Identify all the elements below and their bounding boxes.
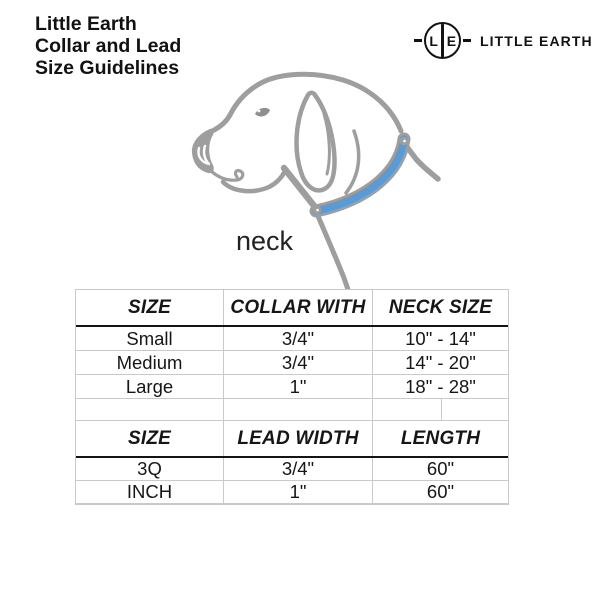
page-title-line-2: Collar and Lead [35, 35, 182, 57]
column-header-size: SIZE [76, 290, 224, 325]
dog-nostril [197, 144, 211, 166]
dog-head-illustration [191, 71, 441, 295]
dog-mouth-line [209, 168, 245, 182]
table-cell: 3/4" [224, 327, 373, 350]
neck-caption: neck [236, 226, 294, 256]
column-header-length: LENGTH [400, 428, 481, 449]
grid-line [372, 399, 373, 420]
table-cell: 60" [426, 481, 455, 502]
table-cell: Large [76, 375, 224, 398]
table-cell: 1" [224, 481, 373, 503]
column-header-lead-width: LEAD WIDTH [224, 421, 373, 456]
dog-cheek-line [344, 129, 361, 195]
column-header-collar-width: COLLAR WITH [224, 290, 373, 325]
lead-table-header-row: SIZE LEAD WIDTH LENGTH [76, 421, 508, 458]
table-cell: 18" - 28" [405, 376, 476, 397]
leash-line [401, 140, 441, 182]
table-spacer-row [76, 399, 508, 421]
grid-line [441, 399, 442, 420]
table-cell: 60" [426, 458, 455, 479]
table-row-large: Large 1" 18" - 28" [76, 375, 508, 399]
size-guideline-table: SIZE COLLAR WITH NECK SIZE Small 3/4" 10… [75, 289, 509, 505]
dog-eye [255, 107, 270, 117]
logo-left-dash [414, 39, 422, 42]
collar-band [312, 135, 408, 215]
logo-monogram-left: L [429, 32, 438, 49]
neck-strap-line [315, 213, 352, 295]
column-header-neck-size: NECK SIZE [388, 297, 493, 318]
table-cell: 3/4" [224, 458, 373, 480]
table-cell: Medium [76, 351, 224, 374]
table-cell: 10" - 14" [405, 328, 476, 349]
dog-eye-highlight [257, 109, 261, 113]
little-earth-logo: L E LITTLE EARTH [414, 20, 593, 61]
table-row-small: Small 3/4" 10" - 14" [76, 327, 508, 351]
page-title-line-3: Size Guidelines [35, 57, 180, 79]
grid-line [223, 399, 224, 420]
table-cell: 1" [224, 375, 373, 398]
table-row-inch: INCH 1" 60" [76, 481, 508, 504]
logo-right-dash [463, 39, 471, 42]
neck-front-line [280, 164, 319, 211]
table-cell: INCH [76, 481, 224, 503]
table-cell: 14" - 20" [405, 352, 476, 373]
logo-monogram-circle-icon: L E [424, 22, 461, 59]
table-cell: 3Q [76, 458, 224, 480]
collar-table-header-row: SIZE COLLAR WITH NECK SIZE [76, 290, 508, 327]
collar-rivet-bottom-dot [316, 208, 319, 212]
logo-monogram-right: E [446, 32, 457, 49]
table-row-3q: 3Q 3/4" 60" [76, 458, 508, 481]
collar-rivet-top-dot [403, 139, 406, 143]
table-cell: Small [76, 327, 224, 350]
table-cell: 3/4" [224, 351, 373, 374]
page-title-line-1: Little Earth [35, 13, 137, 35]
page-title: Little Earth Collar and Lead Size Guidel… [35, 13, 181, 79]
dog-ear-inner-line [322, 112, 331, 176]
logo-divider-bar [441, 24, 444, 57]
dog-jaw-line [220, 168, 288, 194]
table-row-medium: Medium 3/4" 14" - 20" [76, 351, 508, 375]
dog-head-outline [207, 71, 404, 135]
logo-brand-text: LITTLE EARTH [480, 32, 593, 49]
column-header-size: SIZE [76, 421, 224, 456]
